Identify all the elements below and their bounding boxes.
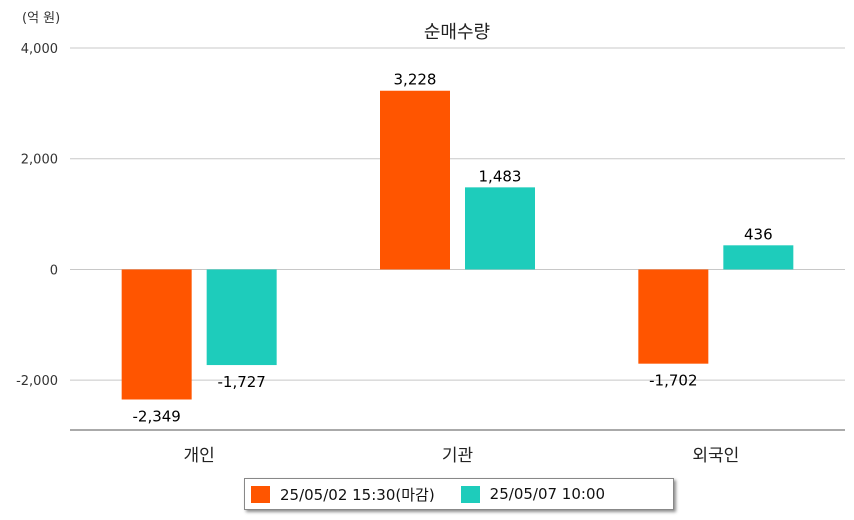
- y-tick-label: 4,000: [21, 42, 58, 57]
- data-label: -1,727: [217, 373, 265, 391]
- legend-label-series-1: 25/05/02 15:30(마감): [280, 485, 435, 504]
- data-label: 436: [744, 225, 773, 243]
- gridlines: [70, 47, 845, 431]
- data-label: -2,349: [132, 407, 180, 425]
- x-axis-categories: 개인 기관 외국인: [184, 446, 740, 466]
- bar-series-1[interactable]: [121, 269, 192, 400]
- chart-title: 순매수량: [424, 22, 490, 43]
- x-category-label: 개인: [184, 446, 215, 466]
- data-label: 1,483: [479, 167, 522, 185]
- legend-label-series-2: 25/05/07 10:00: [489, 485, 606, 503]
- y-tick-label: 0: [50, 263, 58, 278]
- y-tick-label: 2,000: [21, 153, 58, 168]
- bar-series-1[interactable]: [380, 90, 450, 270]
- x-category-label: 기관: [442, 446, 473, 466]
- bar-series-2[interactable]: [465, 187, 535, 270]
- bar-series-2[interactable]: [206, 269, 277, 366]
- legend-swatch-series-2: [460, 485, 480, 503]
- legend-item-series-1[interactable]: 25/05/02 15:30(마감): [251, 484, 435, 505]
- unit-label: (억 원): [22, 11, 60, 26]
- bar-series-1[interactable]: [638, 269, 709, 364]
- x-category-label: 외국인: [692, 446, 739, 466]
- legend: 25/05/02 15:30(마감) 25/05/07 10:00: [244, 478, 674, 510]
- data-labels: -2,349 -1,727 3,228 1,483 -1,702 436: [132, 71, 772, 426]
- legend-swatch-series-1: [251, 485, 270, 503]
- data-label: -1,702: [649, 372, 697, 390]
- data-label: 3,228: [394, 71, 437, 89]
- legend-item-series-2[interactable]: 25/05/07 10:00: [460, 485, 606, 503]
- bar-series-2[interactable]: [723, 245, 794, 270]
- bars: [121, 90, 794, 400]
- y-axis-ticks: 4,000 2,000 0 -2,000: [16, 42, 58, 389]
- y-tick-label: -2,000: [16, 374, 58, 389]
